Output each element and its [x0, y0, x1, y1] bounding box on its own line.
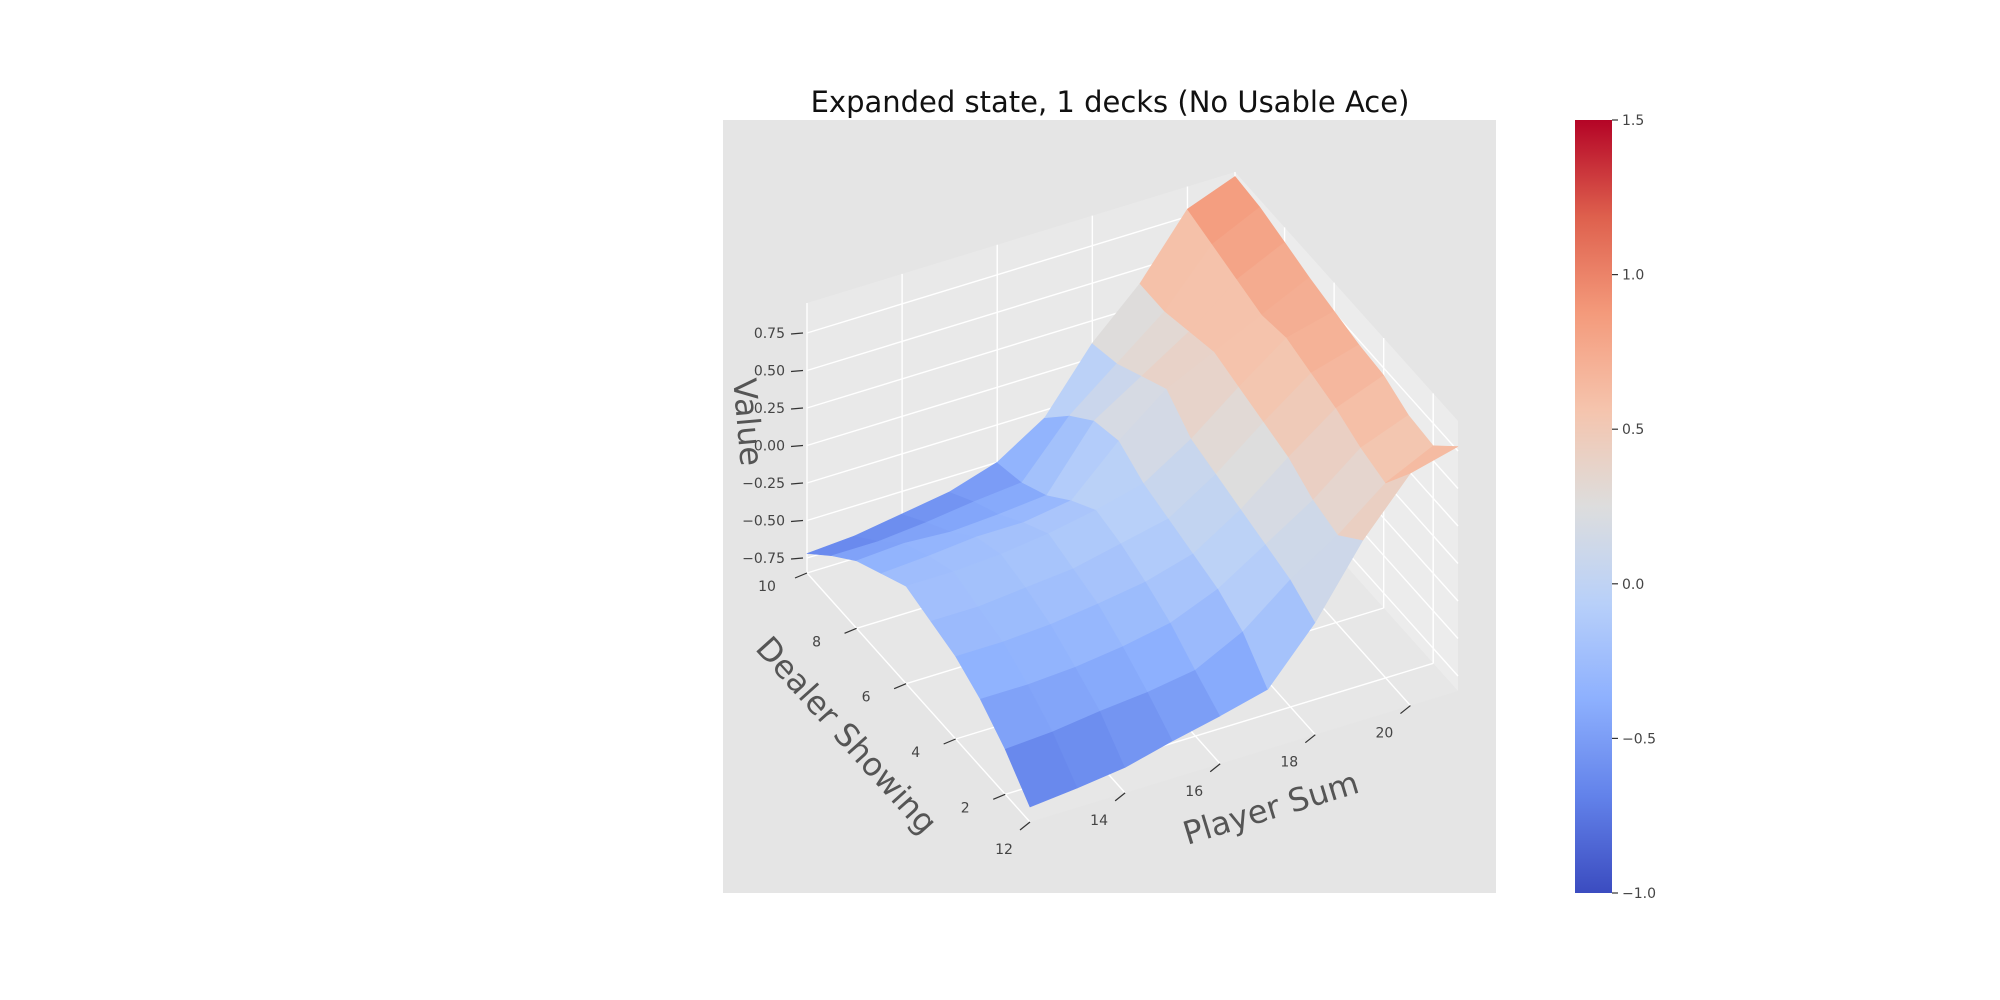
x-tick — [1209, 763, 1221, 773]
z-tick — [790, 444, 804, 448]
surface-cell — [1385, 445, 1459, 484]
colorbar-tick-label: 0.0 — [1622, 577, 1644, 593]
axis-ticks: 12 14 16 18 20 2 4 6 8 10 −0.75 −0.50 −0.25 0.00 0.25 0… — [742, 326, 1411, 858]
z-tick-label: −0.25 — [742, 476, 785, 492]
x-tick-label: 18 — [1280, 755, 1298, 771]
y-tick-label: 8 — [812, 634, 821, 650]
z-tick-label: 0.50 — [754, 364, 785, 380]
colorbar-tick-label: −0.5 — [1622, 731, 1656, 747]
x-tick-label: 12 — [995, 842, 1013, 858]
z-tick — [790, 519, 804, 523]
y-tick — [992, 793, 1006, 800]
z-axis-label: Value — [725, 377, 771, 468]
colorbar-tick-label: 1.0 — [1622, 268, 1644, 284]
colorbar — [1575, 120, 1612, 893]
z-tick-label: −0.50 — [742, 514, 785, 530]
z-tick — [790, 332, 804, 335]
z-tick-label: 0.25 — [754, 401, 785, 417]
surface — [806, 176, 1459, 808]
z-tick-label: −0.75 — [742, 551, 785, 567]
y-tick — [943, 738, 956, 745]
x-tick — [1019, 821, 1031, 831]
colorbar-tick-label: 0.5 — [1622, 422, 1644, 438]
z-tick — [790, 557, 804, 560]
y-tick-label: 4 — [911, 745, 920, 761]
y-tick — [893, 683, 907, 690]
x-tick-label: 16 — [1185, 784, 1203, 800]
colorbar-tick-label: 1.5 — [1622, 113, 1644, 129]
x-tick-label: 20 — [1375, 726, 1393, 742]
y-tick-label: 2 — [961, 800, 970, 816]
colorbar-tick-label: −1.0 — [1622, 886, 1656, 902]
y-tick-label: 10 — [758, 579, 776, 595]
x-tick-label: 14 — [1090, 813, 1108, 829]
z-tick — [790, 369, 804, 373]
z-tick-label: 0.75 — [754, 326, 785, 342]
grid-line — [806, 572, 1031, 823]
x-tick — [1400, 705, 1411, 715]
y-tick-label: 6 — [862, 690, 871, 706]
grid-line — [806, 201, 1236, 334]
y-tick — [794, 572, 808, 579]
y-tick — [844, 627, 857, 634]
z-tick — [790, 407, 804, 410]
x-tick — [1114, 792, 1126, 802]
chart-title: Expanded state, 1 decks (No Usable Ace) — [811, 85, 1410, 119]
colorbar-ticks: −1.0 −0.5 0.0 0.5 1.0 1.5 — [1612, 113, 1656, 902]
x-tick — [1304, 734, 1316, 744]
z-tick-label: 0.00 — [754, 439, 785, 455]
z-tick — [790, 482, 804, 485]
